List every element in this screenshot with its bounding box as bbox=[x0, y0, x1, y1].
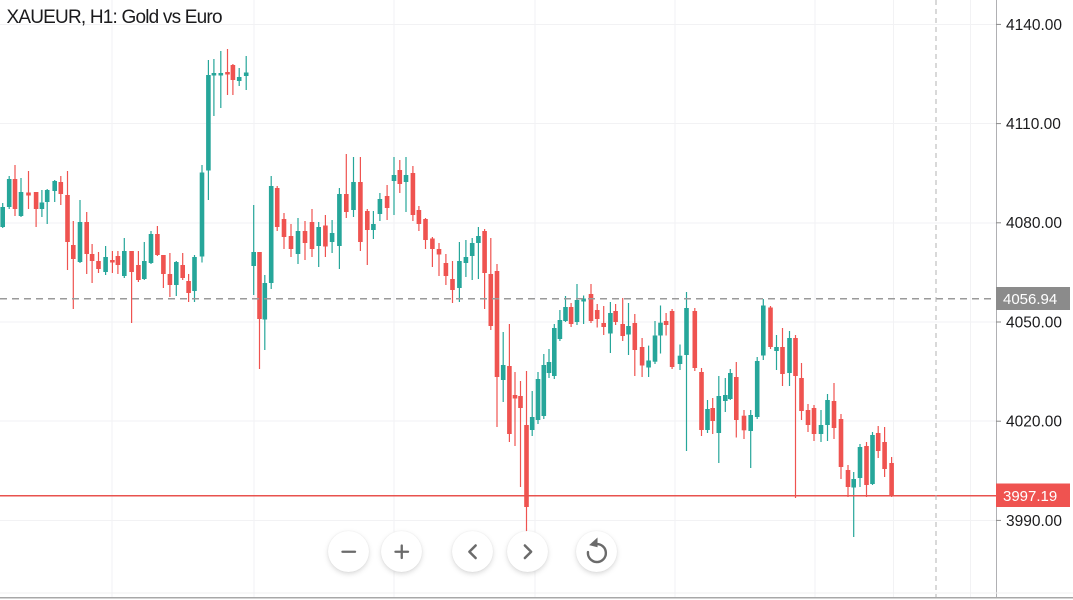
svg-text:4056.94: 4056.94 bbox=[1003, 291, 1057, 308]
svg-text:XAUEUR, H1: Gold vs Euro: XAUEUR, H1: Gold vs Euro bbox=[7, 7, 222, 28]
svg-text:3990.00: 3990.00 bbox=[1006, 513, 1062, 530]
svg-text:4140.00: 4140.00 bbox=[1006, 17, 1062, 34]
svg-text:3997.19: 3997.19 bbox=[1003, 488, 1057, 505]
svg-text:4080.00: 4080.00 bbox=[1006, 215, 1062, 232]
svg-text:4050.00: 4050.00 bbox=[1006, 314, 1062, 331]
svg-text:4110.00: 4110.00 bbox=[1006, 116, 1061, 133]
svg-text:4020.00: 4020.00 bbox=[1006, 414, 1062, 431]
